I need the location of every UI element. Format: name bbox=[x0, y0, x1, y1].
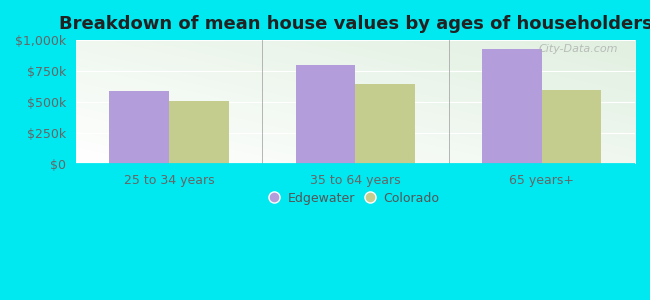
Bar bbox=[169, 101, 229, 164]
Bar bbox=[482, 49, 542, 164]
Bar bbox=[109, 91, 169, 164]
Text: City-Data.com: City-Data.com bbox=[539, 44, 618, 54]
Bar bbox=[296, 65, 356, 164]
Title: Breakdown of mean house values by ages of householders: Breakdown of mean house values by ages o… bbox=[58, 15, 650, 33]
Bar bbox=[542, 90, 601, 164]
Legend: Edgewater, Colorado: Edgewater, Colorado bbox=[266, 187, 445, 210]
Bar bbox=[356, 84, 415, 164]
